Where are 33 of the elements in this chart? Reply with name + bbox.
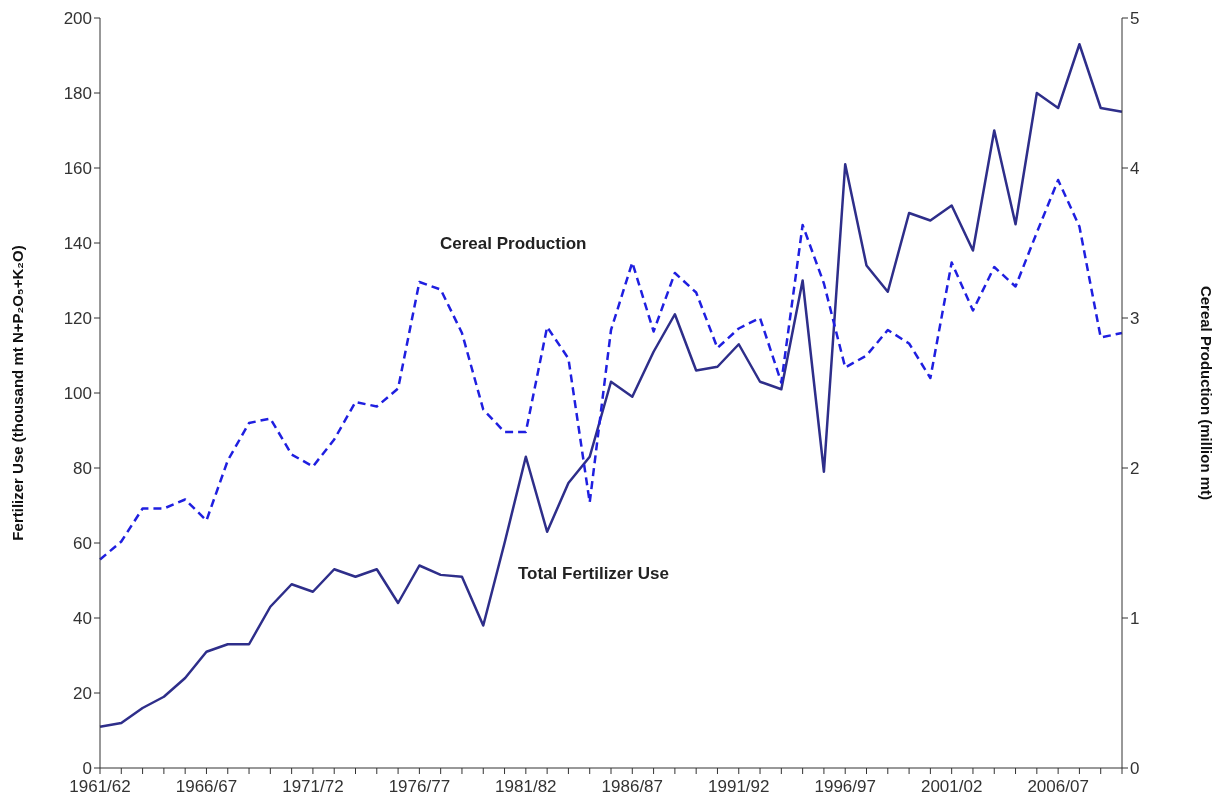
y-tick-label: 120 (63, 309, 92, 329)
line-series (98, 178, 1124, 561)
x-tick-label: 1986/87 (601, 777, 664, 797)
y-tick-label: 60 (73, 534, 92, 554)
y-tick-label: 200 (63, 9, 92, 29)
y-axis-title: Fertilizer Use (thousand mt N+P₂O₅+K₂O) (9, 245, 27, 541)
y2-tick-label: 0 (1130, 759, 1140, 779)
x-tick-label: 1996/97 (814, 777, 876, 797)
y-tick-label: 20 (73, 684, 92, 704)
x-tick-label: 1961/62 (69, 777, 131, 797)
y2-tick-label: 2 (1130, 459, 1140, 479)
x-tick-label: 1976/77 (388, 777, 451, 797)
y-tick-label: 80 (73, 459, 92, 479)
y2-tick-label: 3 (1130, 309, 1140, 329)
series-label: Total Fertilizer Use (518, 564, 669, 584)
x-tick-label: 1966/67 (175, 777, 238, 797)
x-tick-label: 1981/82 (495, 777, 557, 797)
y-tick-label: 160 (63, 159, 92, 179)
x-tick-label: 2001/02 (920, 777, 983, 797)
y2-tick-label: 4 (1130, 159, 1140, 179)
line-series (98, 43, 1124, 728)
text: Cereal Production (440, 234, 587, 254)
y2-tick-label: 5 (1130, 9, 1140, 29)
y-tick-label: 40 (73, 609, 92, 629)
x-tick-label: 2006/07 (1027, 777, 1089, 797)
y-tick-label: 140 (63, 234, 92, 254)
y2-axis-title: Cereal Production (million mt) (1197, 285, 1215, 501)
y-tick-label: 180 (63, 84, 92, 104)
y-tick-label: 100 (63, 384, 92, 404)
y-tick-label: 0 (82, 759, 92, 779)
y2-tick-label: 1 (1130, 609, 1140, 629)
x-tick-label: 1991/92 (708, 777, 770, 797)
x-tick-label: 1971/72 (282, 777, 344, 797)
